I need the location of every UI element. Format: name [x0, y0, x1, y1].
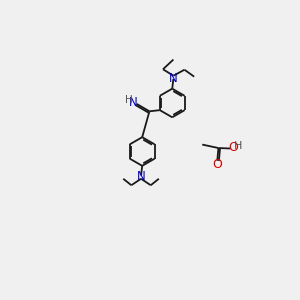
Text: H: H: [124, 95, 132, 105]
Text: O: O: [212, 158, 222, 171]
Text: N: N: [169, 72, 178, 85]
Text: O: O: [228, 141, 238, 154]
Text: H: H: [234, 141, 243, 151]
Text: N: N: [128, 96, 137, 109]
Text: N: N: [137, 170, 146, 183]
